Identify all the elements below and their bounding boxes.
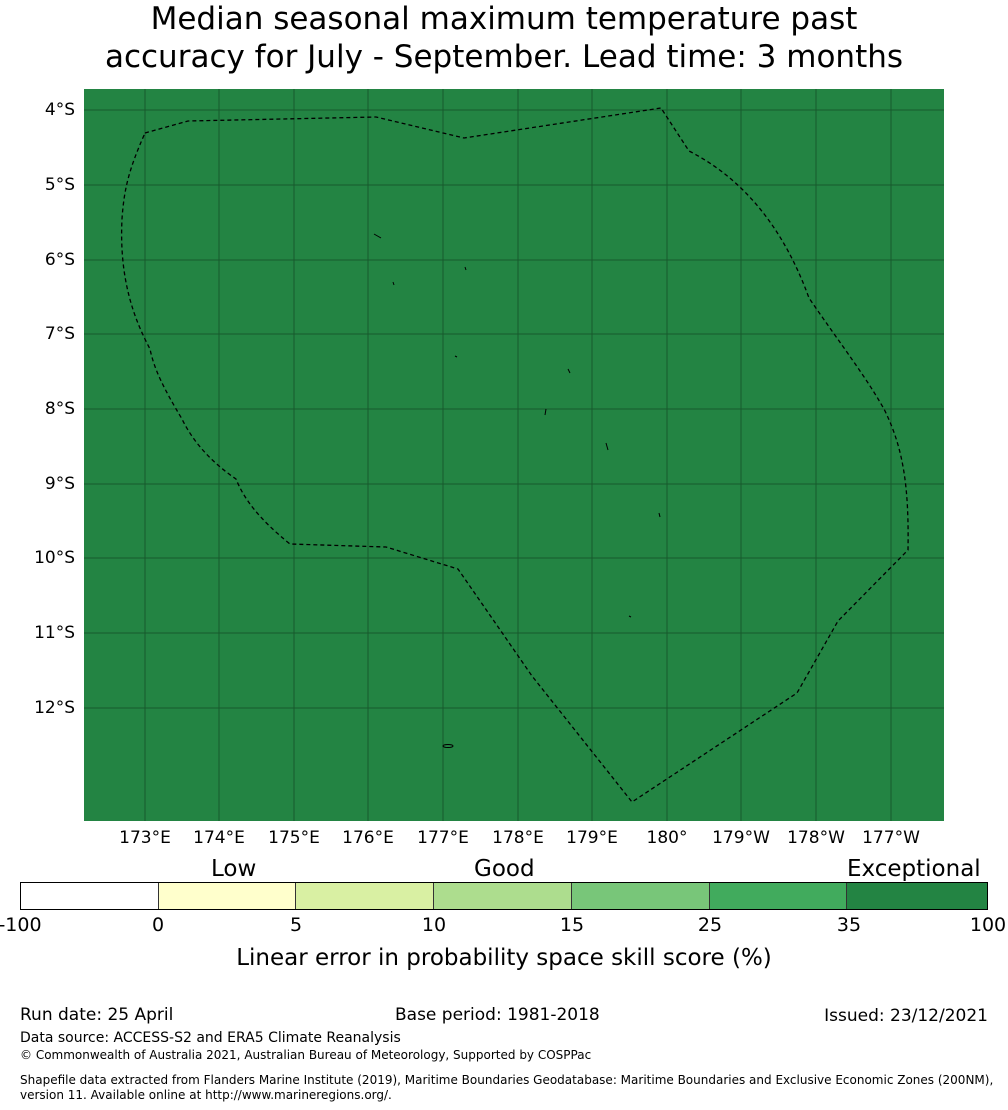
category-label-good: Good	[474, 856, 535, 882]
colorbar-segment-5-10	[296, 883, 435, 909]
lon-label-176e: 176°E	[342, 828, 394, 848]
map-panel	[84, 89, 944, 821]
lat-label-4s: 4°S	[44, 100, 75, 120]
category-label-exceptional: Exceptional	[847, 856, 981, 882]
lon-label-180: 180°	[646, 828, 688, 848]
lat-label-8s: 8°S	[44, 399, 75, 419]
colorbar-segment-25-35	[709, 883, 848, 909]
lat-label-11s: 11°S	[34, 623, 75, 643]
lon-label-175e: 175°E	[268, 828, 320, 848]
lon-label-179w: 179°W	[712, 828, 770, 848]
lon-label-178w: 178°W	[787, 828, 845, 848]
issued-date: Issued: 23/12/2021	[824, 1006, 988, 1026]
graticule	[84, 89, 944, 821]
colorbar-tick-100: 100	[969, 914, 1007, 936]
shapefile-credit-line-1: Shapefile data extracted from Flanders M…	[20, 1073, 994, 1087]
data-source: Data source: ACCESS-S2 and ERA5 Climate …	[20, 1030, 401, 1046]
colorbar-tick-15: 15	[559, 914, 585, 936]
lat-label-9s: 9°S	[44, 474, 75, 494]
colorbar-tick-25: 25	[697, 914, 723, 936]
base-period: Base period: 1981-2018	[395, 1005, 600, 1025]
lat-label-12s: 12°S	[34, 698, 75, 718]
colorbar	[20, 882, 988, 910]
map-title: Median seasonal maximum temperature past…	[0, 0, 1008, 76]
title-line-1: Median seasonal maximum temperature past	[150, 1, 858, 37]
lon-label-179e: 179°E	[566, 828, 618, 848]
colorbar-segment-10-15	[434, 883, 572, 909]
colorbar-tick-0: 0	[151, 914, 165, 936]
colorbar-tick-minus100: -100	[0, 914, 42, 936]
title-line-2: accuracy for July - September. Lead time…	[104, 39, 904, 75]
islands	[373, 233, 661, 748]
colorbar-title: Linear error in probability space skill …	[236, 945, 772, 971]
eez-boundary	[120, 107, 909, 803]
skill-field	[84, 89, 944, 821]
run-date: Run date: 25 April	[20, 1005, 174, 1025]
colorbar-tick-5: 5	[289, 914, 303, 936]
lon-label-174e: 174°E	[193, 828, 245, 848]
colorbar-tick-35: 35	[836, 914, 862, 936]
lat-label-7s: 7°S	[44, 324, 75, 344]
copyright-notice: © Commonwealth of Australia 2021, Austra…	[20, 1048, 592, 1062]
lat-label-5s: 5°S	[44, 175, 75, 195]
lon-label-177w: 177°W	[862, 828, 920, 848]
category-label-low: Low	[211, 856, 257, 882]
colorbar-segment-15-25	[571, 883, 710, 909]
lat-label-10s: 10°S	[34, 548, 75, 568]
lat-label-6s: 6°S	[44, 250, 75, 270]
colorbar-segment-0-5	[158, 883, 297, 909]
colorbar-segment-35-100	[847, 883, 988, 909]
lon-label-177e: 177°E	[417, 828, 469, 848]
map-canvas	[84, 89, 944, 821]
colorbar-segment-minus100-0	[21, 883, 159, 909]
shapefile-credit-line-2: version 11. Available online at http://w…	[20, 1088, 392, 1102]
lon-label-173e: 173°E	[119, 828, 171, 848]
lon-label-178e: 178°E	[492, 828, 544, 848]
colorbar-tick-10: 10	[421, 914, 447, 936]
